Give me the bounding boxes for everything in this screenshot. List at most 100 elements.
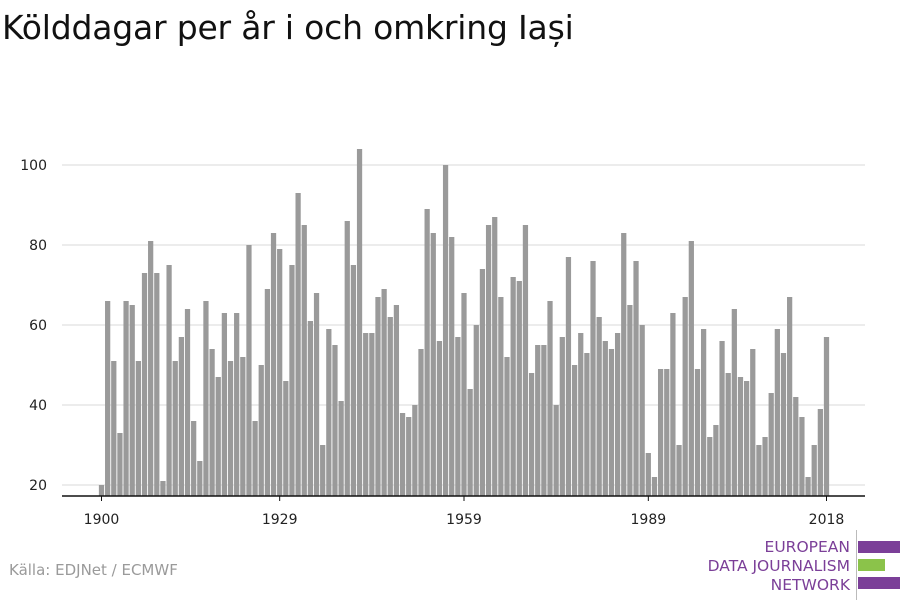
bar	[547, 301, 553, 496]
bar	[578, 333, 584, 496]
logo-line-3: NETWORK	[770, 576, 850, 594]
bar	[700, 329, 707, 496]
bar	[178, 337, 184, 496]
bar	[823, 337, 830, 496]
bar	[240, 357, 246, 496]
bar	[535, 345, 541, 496]
bar	[369, 333, 375, 496]
bar	[350, 265, 357, 496]
bar	[541, 345, 547, 496]
bar	[498, 297, 504, 496]
bar	[252, 421, 258, 496]
bar	[234, 313, 240, 496]
bar	[608, 349, 615, 496]
bar	[682, 297, 688, 496]
bar	[418, 349, 424, 496]
bar	[332, 345, 338, 496]
bar	[289, 265, 295, 496]
bar	[301, 225, 307, 496]
bar	[528, 373, 535, 496]
bar	[442, 165, 449, 496]
bar	[98, 485, 105, 496]
logo-bar-1	[858, 541, 900, 553]
bar	[406, 417, 412, 496]
bar	[602, 341, 608, 496]
bar	[203, 301, 209, 496]
bar	[565, 257, 572, 496]
bar	[473, 325, 479, 496]
bar	[338, 401, 344, 496]
bar	[363, 333, 369, 496]
edjnet-logo[interactable]: EUROPEAN DATA JOURNALISM NETWORK	[700, 530, 900, 600]
bar	[799, 417, 805, 496]
bar	[399, 413, 406, 496]
bar	[516, 281, 522, 496]
bar	[154, 273, 160, 496]
bar	[707, 437, 713, 496]
bar	[160, 481, 166, 496]
y-tick-label: 20	[29, 478, 47, 494]
bar	[467, 389, 473, 496]
bar	[621, 233, 627, 496]
bar	[449, 237, 455, 496]
bar	[344, 221, 350, 496]
bar	[191, 421, 197, 496]
bar	[805, 477, 811, 496]
bar	[381, 289, 387, 496]
bar	[356, 149, 363, 496]
bar	[750, 349, 756, 496]
bar	[571, 365, 578, 496]
bar	[688, 241, 694, 496]
bar	[135, 361, 141, 496]
bar	[651, 477, 658, 496]
x-tick-label: 1900	[84, 512, 120, 528]
bar	[768, 393, 774, 496]
y-tick-label: 40	[29, 398, 47, 414]
bar	[117, 433, 123, 496]
bar	[731, 309, 737, 496]
bar	[129, 305, 135, 496]
bar	[215, 377, 221, 496]
bar	[719, 341, 725, 496]
bar	[184, 309, 191, 496]
bar	[645, 453, 651, 496]
logo-bar-3	[858, 577, 900, 589]
bar	[172, 361, 178, 496]
bar	[559, 337, 565, 496]
bar	[774, 329, 780, 496]
bar	[264, 289, 271, 496]
bar	[326, 329, 332, 496]
bar	[762, 437, 768, 496]
logo-bar-2	[858, 559, 885, 571]
bar	[166, 265, 172, 496]
bar	[657, 369, 664, 496]
bar	[553, 405, 559, 496]
bar	[436, 341, 443, 496]
bar	[811, 445, 817, 496]
bar	[148, 241, 154, 496]
bar	[105, 301, 111, 496]
bar	[596, 317, 602, 496]
bar	[793, 397, 799, 496]
bar	[277, 249, 283, 496]
bar	[209, 349, 215, 496]
bar	[221, 313, 228, 496]
bar	[375, 297, 381, 496]
bar	[694, 369, 701, 496]
bar	[676, 445, 682, 496]
bar	[787, 297, 793, 496]
bar	[639, 325, 645, 496]
bar	[270, 233, 277, 496]
chart-title: Kölddagar per år i och omkring Iași	[2, 8, 574, 47]
bar	[584, 353, 590, 496]
bar	[737, 377, 744, 496]
logo-line-2: DATA JOURNALISM	[707, 557, 850, 575]
bar	[744, 381, 750, 496]
bar	[455, 337, 461, 496]
bar	[479, 269, 486, 496]
bar	[307, 321, 314, 496]
logo-line-1: EUROPEAN	[764, 538, 850, 556]
bar	[756, 445, 762, 496]
bar	[461, 293, 467, 496]
bar	[227, 361, 234, 496]
